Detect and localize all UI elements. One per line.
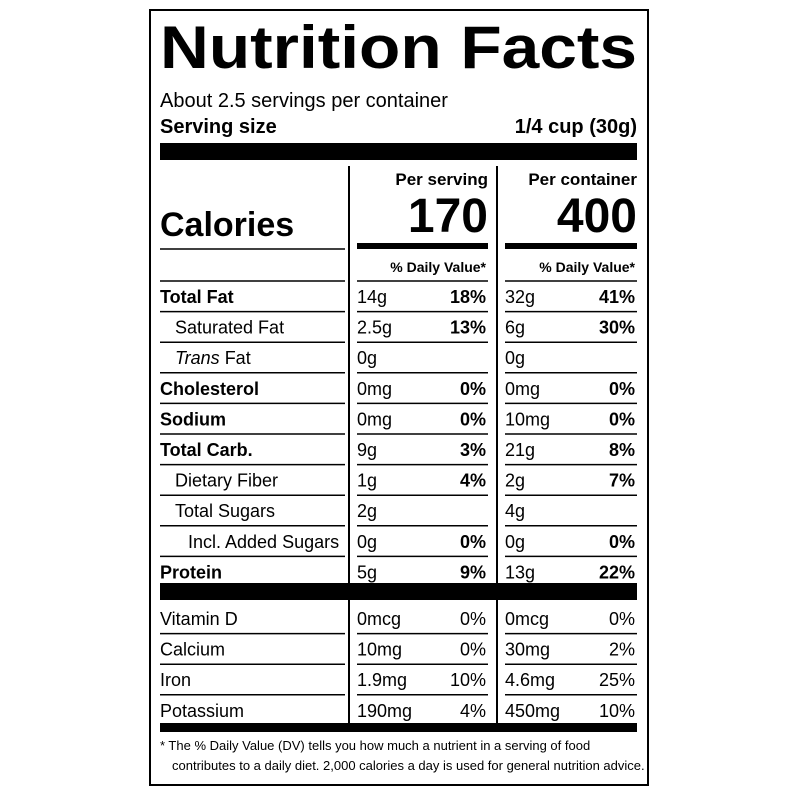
serving-size-value: 1/4 cup (30g) (515, 116, 637, 138)
calories-label: Calories (160, 206, 294, 244)
daily-value: 8% (609, 440, 635, 460)
amount: 21g (505, 440, 535, 460)
daily-value: 0% (460, 640, 486, 660)
nutrient-name: Dietary Fiber (175, 471, 278, 491)
daily-value: 4% (460, 701, 486, 721)
nutrient-name: Saturated Fat (175, 318, 284, 338)
label-border (149, 9, 649, 786)
amount: 9g (357, 440, 377, 460)
amount: 0g (357, 348, 377, 368)
amount: 450mg (505, 701, 560, 721)
thick-rule (160, 723, 637, 732)
thick-rule (505, 243, 637, 249)
nutrient-name: Total Carb. (160, 440, 253, 460)
nutrient-name: Incl. Added Sugars (188, 532, 339, 552)
amount: 0mcg (505, 609, 549, 629)
daily-value: 0% (609, 532, 635, 552)
nutrient-name: Sodium (160, 409, 226, 429)
amount: 14g (357, 287, 387, 307)
daily-value-header: % Daily Value* (539, 259, 635, 275)
footnote-line: contributes to a daily diet. 2,000 calor… (172, 758, 645, 773)
amount: 0mg (357, 379, 392, 399)
daily-value: 0% (609, 609, 635, 629)
amount: 10mg (505, 409, 550, 429)
daily-value: 7% (609, 471, 635, 491)
daily-value: 22% (599, 562, 635, 582)
title: Nutrition Facts (160, 14, 637, 81)
amount: 0mg (505, 379, 540, 399)
daily-value: 18% (450, 287, 486, 307)
amount: 0g (505, 348, 525, 368)
amount: 190mg (357, 701, 412, 721)
nutrient-name: Potassium (160, 701, 244, 721)
amount: 0mcg (357, 609, 401, 629)
amount: 1g (357, 471, 377, 491)
amount: 1.9mg (357, 670, 407, 690)
amount: 10mg (357, 640, 402, 660)
nutrient-name: Cholesterol (160, 379, 259, 399)
serving-size-label: Serving size (160, 116, 277, 138)
daily-value: 0% (460, 409, 486, 429)
daily-value: 13% (450, 318, 486, 338)
amount: 30mg (505, 640, 550, 660)
amount: 0g (357, 532, 377, 552)
nutrient-name: Iron (160, 670, 191, 690)
daily-value: 41% (599, 287, 635, 307)
thick-rule (357, 243, 488, 249)
daily-value: 0% (460, 379, 486, 399)
amount: 2g (357, 501, 377, 521)
daily-value: 10% (450, 670, 486, 690)
amount: 0mg (357, 409, 392, 429)
nutrient-name: Calcium (160, 640, 225, 660)
nutrient-name-rest: Fat (225, 348, 251, 368)
nutrient-name: Vitamin D (160, 609, 238, 629)
thick-rule (160, 583, 637, 600)
daily-value: 30% (599, 318, 635, 338)
nutrient-name: Protein (160, 562, 222, 582)
daily-value: 0% (460, 532, 486, 552)
calories-value: 400 (557, 190, 637, 243)
daily-value: 10% (599, 701, 635, 721)
nutrient-name: Total Sugars (175, 501, 275, 521)
daily-value: 3% (460, 440, 486, 460)
amount: 32g (505, 287, 535, 307)
amount: 13g (505, 562, 535, 582)
daily-value: 0% (609, 379, 635, 399)
amount: 0g (505, 532, 525, 552)
footnote-line: * The % Daily Value (DV) tells you how m… (160, 738, 590, 753)
column-header: Per serving (395, 170, 488, 189)
amount: 4g (505, 501, 525, 521)
amount: 6g (505, 318, 525, 338)
amount: 2g (505, 471, 525, 491)
daily-value: 0% (460, 609, 486, 629)
daily-value: 0% (609, 409, 635, 429)
daily-value: 9% (460, 562, 486, 582)
servings-per-container: About 2.5 servings per container (160, 90, 448, 112)
thick-rule (160, 143, 637, 160)
daily-value: 4% (460, 471, 486, 491)
nutrient-name: Trans Fat (175, 348, 251, 368)
amount: 4.6mg (505, 670, 555, 690)
calories-value: 170 (408, 190, 488, 243)
daily-value: 25% (599, 670, 635, 690)
amount: 5g (357, 562, 377, 582)
daily-value: 2% (609, 640, 635, 660)
amount: 2.5g (357, 318, 392, 338)
daily-value-header: % Daily Value* (390, 259, 486, 275)
column-header: Per container (528, 170, 637, 189)
nutrient-name: Total Fat (160, 287, 234, 307)
nutrient-name-italic: Trans (175, 348, 220, 368)
